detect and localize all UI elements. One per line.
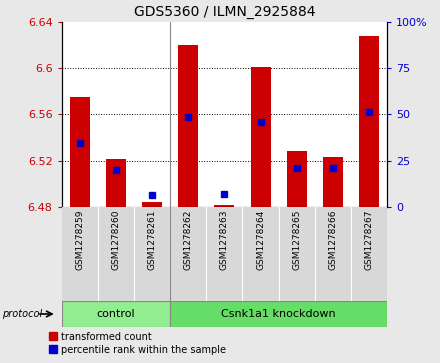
Text: GSM1278261: GSM1278261 (147, 210, 157, 270)
Text: GSM1278263: GSM1278263 (220, 210, 229, 270)
Bar (214, 205, 235, 207)
Text: GSM1278259: GSM1278259 (75, 210, 84, 270)
Bar (170, 301, 387, 327)
Text: GSM1278262: GSM1278262 (184, 210, 193, 270)
Bar (106, 159, 126, 207)
Text: GSM1278260: GSM1278260 (111, 210, 121, 270)
Legend: transformed count, percentile rank within the sample: transformed count, percentile rank withi… (49, 331, 226, 355)
Bar (178, 45, 198, 207)
Text: GSM1278266: GSM1278266 (328, 210, 337, 270)
Text: control: control (96, 309, 135, 319)
Bar (359, 36, 379, 207)
Text: protocol: protocol (2, 309, 42, 319)
Bar (251, 67, 271, 207)
Text: GSM1278265: GSM1278265 (292, 210, 301, 270)
Bar (142, 202, 162, 207)
Bar (323, 157, 343, 207)
Bar (287, 151, 307, 207)
Bar (70, 97, 90, 207)
Text: GSM1278267: GSM1278267 (365, 210, 374, 270)
Title: GDS5360 / ILMN_2925884: GDS5360 / ILMN_2925884 (134, 5, 315, 19)
Text: GSM1278264: GSM1278264 (256, 210, 265, 270)
Text: Csnk1a1 knockdown: Csnk1a1 knockdown (221, 309, 336, 319)
